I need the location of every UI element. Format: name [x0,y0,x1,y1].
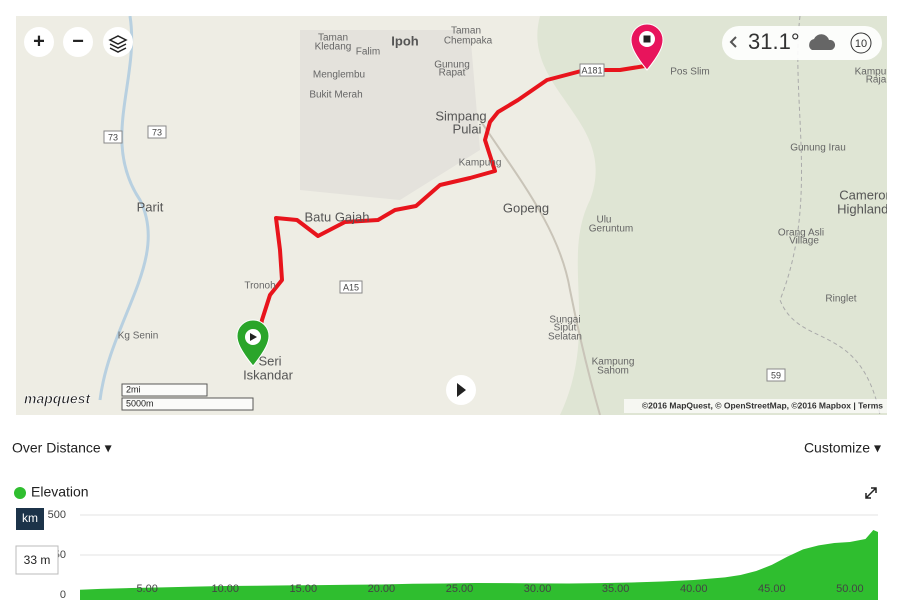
map-label: Tronoh [244,281,275,292]
tooltip: 33 m [24,553,51,567]
logo[interactable]: mapquest [24,390,92,407]
map-label: Parit [137,199,164,214]
start-pin[interactable] [236,319,270,367]
x-tick-label: 40.00 [680,583,708,595]
map-label: Iskandar [243,367,294,382]
controls[interactable]: + − [24,27,133,57]
map-label: Sungai [549,315,580,326]
x-tick-label: 5.00 [136,583,157,595]
legend-swatch [14,487,26,499]
elevation-area [80,530,878,600]
x-tick-label: 45.00 [758,583,786,595]
scale-m: 5000m [126,398,154,408]
road: A181 [581,65,602,75]
expand-icon[interactable] [865,487,877,499]
map-label: Taman [318,33,348,44]
map-label: Batu Gajah [304,209,369,224]
road: 59 [771,370,781,380]
road: 73 [108,132,118,142]
map-label: Chempaka [444,36,493,47]
customize[interactable]: Customize ▾ [804,440,881,456]
view-select[interactable]: Over Distance ▾ [12,440,112,456]
map-label: Geruntum [589,224,633,235]
x-tick-label: 50.00 [836,583,864,595]
highway [479,119,601,415]
wind: 10 [855,38,867,50]
map-label: Gunung [434,60,470,71]
map-label: Rapat [439,68,466,79]
scale-mi: 2mi [126,384,141,394]
map-label: Siput [554,323,577,334]
map-label: Gunung Irau [790,143,846,154]
map-label: Ipoh [391,33,418,48]
play-button[interactable] [446,375,476,405]
map-label: Kampung [855,67,898,78]
urban [300,30,480,200]
map-label: Falim [356,47,380,58]
map-label: Kampung [592,357,635,368]
map-label: Selatan [548,332,582,343]
unit-badge: km [22,511,38,525]
temperature: 31.1° [748,29,800,54]
x-tick-label: 35.00 [602,583,630,595]
y-tick-label: 500 [48,509,66,521]
map-label: Highlands [837,201,895,216]
unit-badge-bg [16,508,44,530]
river [98,16,150,401]
legend-label[interactable]: Elevation [31,484,89,500]
map-label: Simpang [435,108,486,123]
x-tick-label: 15.00 [290,583,318,595]
route [256,64,646,341]
tooltip-box [15,545,59,575]
map[interactable]: Taman Kledang Falim Ipoh Taman Chempaka … [16,16,897,415]
map-label: Cameron [839,187,892,202]
map-label: Kg Senin [118,331,159,342]
map-label: Gopeng [503,200,549,215]
end-pin[interactable] [630,23,664,71]
map-label: Menglembu [313,70,365,81]
map-label: Seri [258,353,281,368]
map-label: Kampung [459,158,502,169]
map-label: Sahom [597,366,629,377]
elevation-chart: 02505005.0010.0015.0020.0025.0030.0035.0… [48,509,878,601]
x-tick-label: 20.00 [368,583,396,595]
map-label: Ringlet [825,294,856,305]
road: 73 [152,127,162,137]
map-label: Kledang [315,42,352,53]
road: A15 [343,282,359,292]
map-label: Taman [451,26,481,37]
map-label: Ulu [596,215,611,226]
zoom-out[interactable]: − [72,30,84,52]
map-label: Pulai [453,121,482,136]
scale: 2mi 5000m [121,383,254,411]
x-tick-label: 10.00 [211,583,239,595]
x-tick-label: 25.00 [446,583,474,595]
map-label: Orang Asli [778,228,824,239]
weather[interactable]: 31.1° 10 [722,26,882,60]
cloud-icon [809,34,836,50]
x-tick-label: 30.00 [524,583,552,595]
layers-icon[interactable] [108,35,128,53]
y-tick-label: 0 [60,589,66,601]
zoom-in[interactable]: + [33,30,45,52]
attribution[interactable]: ©2016 MapQuest, © OpenStreetMap, ©2016 M… [642,400,883,410]
road-shields: 73 73 A15 59 A181 [103,63,786,382]
map-label: Pos Slim [670,67,709,78]
map-label: Bukit Merah [309,90,362,101]
map-label: Raja [866,75,887,86]
map-label: Village [789,236,819,247]
